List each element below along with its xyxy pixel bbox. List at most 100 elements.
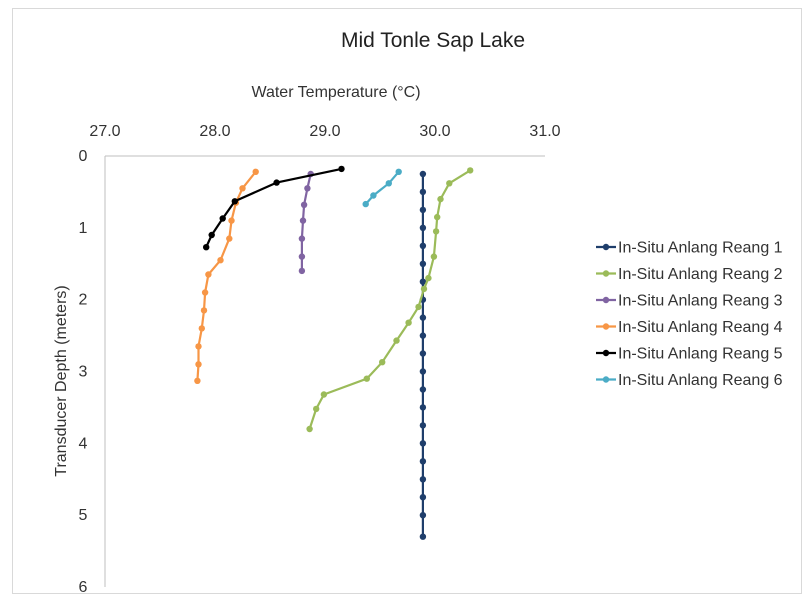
legend-label: In-Situ Anlang Reang 5 <box>618 346 783 363</box>
y-tick-label: 0 <box>79 148 88 165</box>
data-point <box>320 391 328 398</box>
y-tick-label: 3 <box>79 364 88 381</box>
legend-swatch-marker <box>602 349 610 357</box>
x-tick-label: 30.0 <box>419 123 450 140</box>
legend-item-4: In-Situ Anlang Reang 4 <box>596 319 783 336</box>
data-point <box>362 200 369 208</box>
series-3 <box>298 170 314 275</box>
data-point <box>419 458 427 465</box>
data-point <box>419 332 427 339</box>
data-point <box>298 267 306 275</box>
data-point <box>419 260 427 267</box>
legend-swatch-marker <box>602 270 610 277</box>
data-point <box>420 285 428 293</box>
x-axis: 27.0 28.0 29.0 30.0 31.0 <box>89 123 561 157</box>
data-point <box>419 278 427 285</box>
data-point <box>419 206 427 214</box>
series-line <box>308 169 471 430</box>
data-point <box>195 361 202 368</box>
legend-item-3: In-Situ Anlang Reang 3 <box>596 293 783 310</box>
data-point <box>393 337 400 344</box>
data-point <box>304 185 311 192</box>
data-point <box>298 235 306 242</box>
data-point <box>395 168 402 175</box>
data-point <box>363 375 370 382</box>
y-axis: 0 1 2 3 4 5 6 <box>79 148 106 595</box>
data-point <box>300 201 308 208</box>
chart-canvas: Mid Tonle Sap Lake Water Temperature (°C… <box>53 29 783 595</box>
data-point <box>194 377 201 384</box>
data-point <box>419 440 427 447</box>
y-tick-label: 4 <box>79 435 88 452</box>
series-6 <box>362 168 402 208</box>
x-tick-label: 31.0 <box>529 123 560 140</box>
y-tick-label: 1 <box>79 220 88 237</box>
data-point <box>201 289 209 296</box>
data-point <box>299 217 307 224</box>
series-line <box>364 171 400 205</box>
series-1 <box>419 170 427 540</box>
legend-swatch-marker <box>602 323 610 330</box>
legend-item-5: In-Situ Anlang Reang 5 <box>596 346 783 363</box>
legend-swatch-marker <box>602 243 610 251</box>
data-point <box>195 343 202 350</box>
y-tick-label: 6 <box>79 579 88 595</box>
series-2 <box>306 167 474 433</box>
data-point <box>434 213 441 221</box>
series-line <box>205 167 342 248</box>
y-tick-label: 5 <box>79 507 88 524</box>
data-point <box>198 325 205 332</box>
legend-item-1: In-Situ Anlang Reang 1 <box>596 240 783 257</box>
data-point <box>219 215 226 222</box>
data-point <box>338 165 345 173</box>
data-point <box>425 274 432 282</box>
data-point <box>419 386 427 393</box>
data-point <box>419 533 427 540</box>
data-point <box>419 224 427 231</box>
data-point <box>379 359 386 366</box>
data-point <box>200 307 208 314</box>
data-point <box>208 231 215 239</box>
x-tick-label: 27.0 <box>89 123 120 140</box>
data-point <box>405 319 412 326</box>
legend-label: In-Situ Anlang Reang 3 <box>618 293 783 310</box>
data-point <box>432 228 440 235</box>
legend-label: In-Situ Anlang Reang 2 <box>618 266 783 283</box>
data-point <box>419 494 427 501</box>
legend-item-2: In-Situ Anlang Reang 2 <box>596 266 783 283</box>
series-group <box>194 165 474 540</box>
legend-item-6: In-Situ Anlang Reang 6 <box>596 372 783 389</box>
legend: In-Situ Anlang Reang 1 In-Situ Anlang Rea… <box>596 240 783 389</box>
data-point <box>252 168 259 175</box>
data-point <box>415 303 422 311</box>
chart-frame: Mid Tonle Sap Lake Water Temperature (°C… <box>12 8 802 595</box>
data-point <box>419 242 427 249</box>
data-point <box>467 167 474 174</box>
data-point <box>419 476 427 483</box>
legend-label: In-Situ Anlang Reang 6 <box>618 372 783 389</box>
data-point <box>446 180 453 187</box>
data-point <box>419 350 427 357</box>
data-point <box>419 512 427 519</box>
y-axis-title: Transducer Depth (meters) <box>53 285 70 476</box>
x-tick-label: 29.0 <box>309 123 340 140</box>
legend-swatch-marker <box>602 376 610 383</box>
legend-swatch-marker <box>602 296 610 304</box>
data-point <box>419 170 427 178</box>
legend-label: In-Situ Anlang Reang 4 <box>618 319 783 336</box>
legend-label: In-Situ Anlang Reang 1 <box>618 240 783 257</box>
data-point <box>298 253 306 260</box>
x-tick-label: 28.0 <box>199 123 230 140</box>
data-point <box>370 192 377 199</box>
series-5 <box>203 165 345 251</box>
x-axis-title: Water Temperature (°C) <box>251 84 420 101</box>
data-point <box>231 198 238 205</box>
data-point <box>226 235 233 242</box>
data-point <box>419 422 427 429</box>
data-point <box>205 271 212 278</box>
data-point <box>419 188 427 196</box>
data-point <box>228 217 235 224</box>
data-point <box>306 425 313 433</box>
data-point <box>217 257 224 264</box>
data-point <box>419 314 427 321</box>
